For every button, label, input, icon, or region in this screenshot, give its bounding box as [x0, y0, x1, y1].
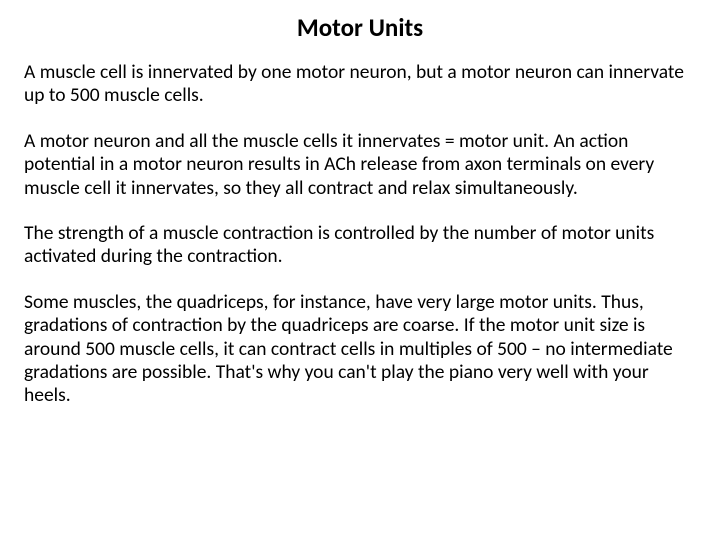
paragraph-1: A muscle cell is innervated by one motor… [24, 61, 696, 108]
slide-container: Motor Units A muscle cell is innervated … [0, 0, 720, 540]
paragraph-4: Some muscles, the quadriceps, for instan… [24, 291, 696, 408]
paragraph-3: The strength of a muscle contraction is … [24, 222, 696, 269]
slide-title: Motor Units [24, 12, 696, 43]
paragraph-2: A motor neuron and all the muscle cells … [24, 130, 696, 200]
